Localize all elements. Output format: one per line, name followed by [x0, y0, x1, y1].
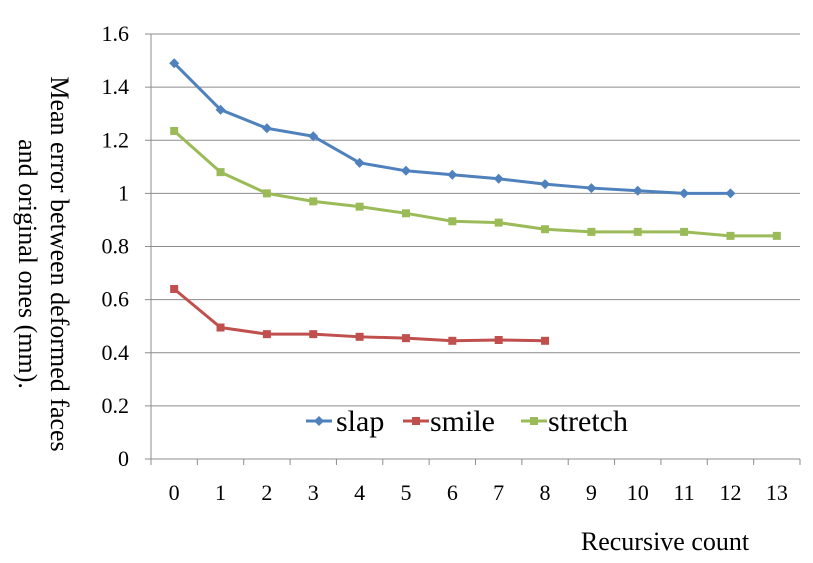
- point-slap: [215, 104, 226, 115]
- point-slap: [493, 173, 504, 184]
- point-slap: [400, 165, 411, 176]
- point-smile: [401, 334, 410, 343]
- y-tick-label: 1.4: [102, 74, 130, 99]
- point-slap: [632, 185, 643, 196]
- point-stretch: [587, 227, 596, 236]
- point-stretch: [494, 218, 503, 227]
- y-tick-label: 1: [118, 180, 129, 205]
- point-slap: [354, 157, 365, 168]
- point-stretch: [541, 225, 550, 234]
- x-tick-label: 5: [400, 480, 411, 505]
- x-tick-label: 11: [674, 480, 695, 505]
- legend-marker-smile: [412, 417, 420, 425]
- point-stretch: [170, 126, 179, 135]
- point-stretch: [401, 209, 410, 218]
- x-tick-label: 7: [493, 480, 504, 505]
- point-slap: [679, 188, 690, 199]
- legend-entry-smile: smile: [403, 405, 495, 438]
- legend-marker-slap: [314, 416, 324, 426]
- x-tick-label: 6: [447, 480, 458, 505]
- point-smile: [494, 336, 503, 344]
- series-smile: [170, 285, 550, 345]
- point-smile: [262, 330, 271, 339]
- y-tick-label: 0.2: [102, 393, 130, 418]
- point-stretch: [633, 227, 642, 236]
- point-slap: [586, 183, 597, 194]
- legend-label-slap: slap: [336, 405, 384, 438]
- x-tick-label: 9: [586, 480, 597, 505]
- legend-entry-slap: slap: [306, 405, 384, 438]
- axes: [145, 33, 801, 465]
- x-tick-label: 13: [766, 480, 788, 505]
- y-axis-ticks: 0 0.2 0.4 0.6 0.8 1 1.2 1.4 1.6: [102, 21, 130, 471]
- x-tick-label: 2: [261, 480, 272, 505]
- point-stretch: [448, 217, 457, 226]
- legend-label-smile: smile: [430, 405, 495, 438]
- series-lines: [169, 58, 781, 345]
- point-stretch: [355, 202, 364, 211]
- y-tick-label: 1.6: [102, 21, 130, 46]
- y-tick-label: 0.8: [102, 234, 130, 259]
- point-smile: [216, 323, 225, 332]
- point-stretch: [680, 227, 689, 236]
- point-stretch: [309, 197, 318, 206]
- x-tick-label: 8: [540, 480, 551, 505]
- point-smile: [448, 336, 457, 345]
- x-tick-label: 1: [215, 480, 226, 505]
- x-tick-label: 0: [169, 480, 180, 505]
- x-tick-label: 10: [627, 480, 649, 505]
- series-stretch: [170, 126, 781, 240]
- point-stretch: [262, 189, 271, 198]
- point-smile: [170, 285, 179, 293]
- x-axis-title: Recursive count: [581, 527, 750, 556]
- point-smile: [541, 336, 550, 345]
- x-tick-label: 12: [719, 480, 741, 505]
- point-slap: [725, 188, 736, 199]
- point-smile: [355, 332, 364, 341]
- x-tick-label: 3: [308, 480, 319, 505]
- x-axis-ticks: 0 1 2 3 4 5 6 7 8 9 10 11 12 13: [169, 480, 788, 505]
- point-stretch: [726, 231, 735, 240]
- y-axis-title-line-1: Mean error between deformed faces: [45, 76, 74, 451]
- point-smile: [309, 330, 318, 339]
- x-tick-label: 4: [354, 480, 365, 505]
- point-stretch: [216, 168, 225, 177]
- gridlines: [151, 33, 800, 407]
- y-tick-label: 0: [118, 446, 129, 471]
- legend-entry-stretch: stretch: [521, 405, 628, 438]
- point-stretch: [772, 231, 781, 240]
- point-slap: [308, 131, 319, 142]
- legend: slap smile stretch: [306, 405, 628, 438]
- line-stretch: [173, 129, 777, 238]
- series-slap: [169, 58, 736, 199]
- point-slap: [261, 123, 272, 134]
- point-slap: [540, 179, 551, 190]
- y-axis-title: Mean error between deformed faces and or…: [13, 76, 74, 451]
- y-tick-label: 0.6: [102, 287, 130, 312]
- point-slap: [447, 169, 458, 180]
- point-slap: [169, 58, 180, 69]
- y-axis-title-line-2: and original ones (mm).: [13, 139, 42, 389]
- legend-marker-stretch: [530, 417, 538, 425]
- y-tick-label: 0.4: [102, 340, 130, 365]
- legend-label-stretch: stretch: [548, 405, 628, 438]
- y-tick-label: 1.2: [102, 127, 130, 152]
